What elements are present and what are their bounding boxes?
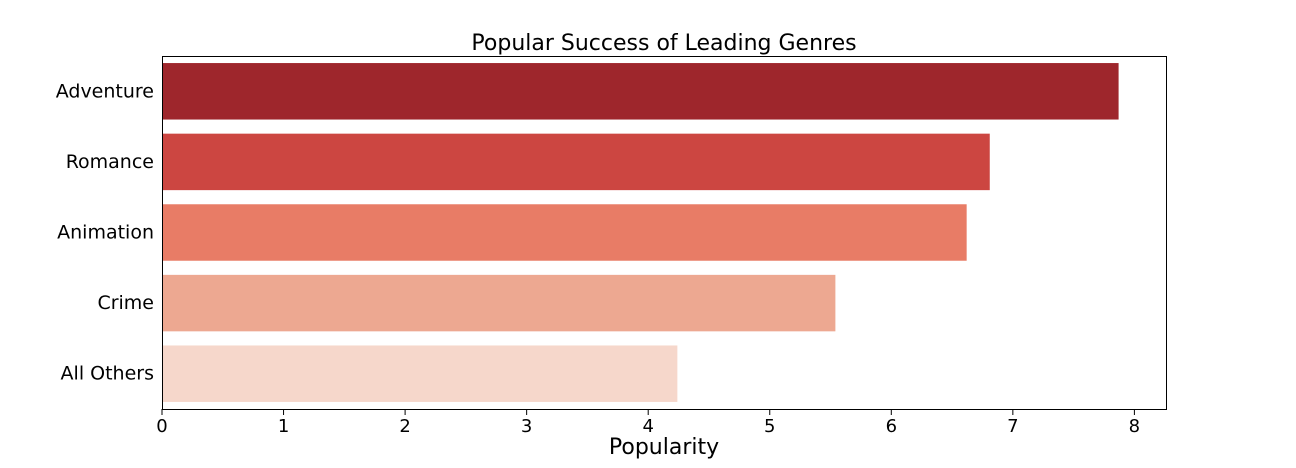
x-axis-ticks: 0 1 2 3 4 5 6 7 8	[156, 409, 1140, 437]
x-tick-label: 5	[764, 416, 775, 437]
x-tick-label: 6	[886, 416, 897, 437]
plot-frame	[162, 56, 1167, 410]
x-tick-label: 2	[399, 416, 410, 437]
x-tick-label: 4	[642, 416, 653, 437]
bar-romance	[162, 133, 990, 191]
y-tick-label: Adventure	[56, 80, 154, 102]
y-axis-labels: Adventure Romance Animation Crime All Others	[56, 80, 154, 384]
chart-title: Popular Success of Leading Genres	[471, 31, 856, 56]
bar-adventure	[162, 63, 1119, 120]
y-tick-label: Animation	[57, 222, 154, 244]
bar-crime	[162, 274, 836, 332]
y-tick-label: Romance	[66, 151, 154, 173]
y-tick-label: Crime	[97, 292, 154, 314]
x-tick-label: 8	[1129, 416, 1140, 437]
bars-group	[162, 63, 1119, 402]
x-tick-label: 1	[278, 416, 289, 437]
x-tick-label: 3	[521, 416, 532, 437]
x-axis-label: Popularity	[609, 435, 719, 460]
bar-all-others	[162, 345, 678, 402]
y-tick-label: All Others	[61, 363, 154, 385]
x-tick-label: 7	[1007, 416, 1018, 437]
x-tick-label: 0	[156, 416, 167, 437]
bar-animation	[162, 204, 967, 261]
